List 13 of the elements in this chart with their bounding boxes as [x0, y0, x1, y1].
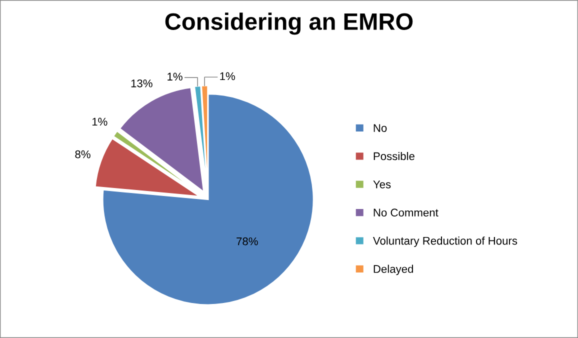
- data-label: 1%: [220, 72, 235, 80]
- data-label: 13%: [131, 79, 152, 88]
- data-label: 1%: [92, 118, 108, 126]
- data-label: 8%: [75, 150, 90, 158]
- legend-label: Yes: [373, 180, 391, 188]
- data-label: 78%: [236, 237, 258, 246]
- legend-label: Possible: [374, 152, 414, 160]
- legend-label: Voluntary Reduction of Hours: [373, 236, 518, 247]
- legend-label: No: [374, 124, 387, 132]
- chart-title: Considering an EMRO: [165, 12, 413, 35]
- data-label: 1%: [168, 72, 182, 81]
- legend-label: Delayed: [374, 264, 413, 276]
- legend-label: No Comment: [374, 208, 438, 217]
